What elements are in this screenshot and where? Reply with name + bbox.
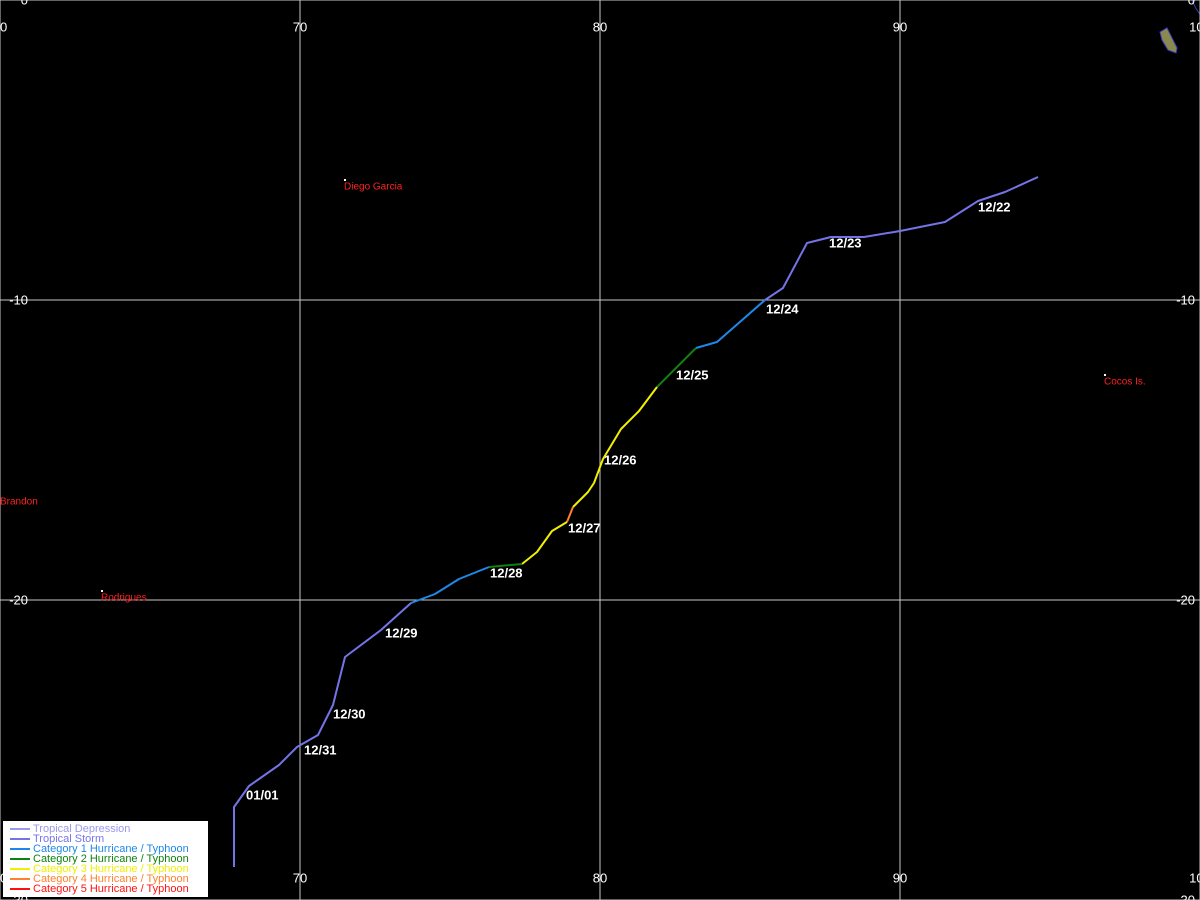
y-tick-label: -10 bbox=[9, 292, 28, 307]
track-segment bbox=[521, 521, 568, 565]
x-tick-label: 60 bbox=[0, 19, 7, 34]
track-segment bbox=[488, 563, 523, 568]
y-tick-label: -30 bbox=[1176, 892, 1195, 900]
x-tick-label: 80 bbox=[593, 870, 607, 885]
x-tick-label: 100 bbox=[1189, 870, 1200, 885]
x-tick-label: 80 bbox=[593, 19, 607, 34]
date-label: 12/30 bbox=[333, 706, 366, 721]
y-tick-label: 0 bbox=[1188, 0, 1195, 7]
date-label: 12/28 bbox=[490, 565, 523, 580]
place-label: Rodrigues bbox=[101, 593, 147, 604]
legend-label: Category 5 Hurricane / Typhoon bbox=[33, 883, 189, 895]
date-label: 12/25 bbox=[676, 367, 709, 382]
y-tick-label: -10 bbox=[1176, 292, 1195, 307]
date-label: 12/29 bbox=[385, 625, 418, 640]
track-segment bbox=[656, 347, 697, 388]
place-label: Diego Garcia bbox=[344, 182, 403, 193]
legend-label: Category 2 Hurricane / Typhoon bbox=[33, 853, 189, 865]
legend-box bbox=[3, 821, 208, 897]
legend-label: Tropical Depression bbox=[33, 823, 130, 835]
x-tick-label: 70 bbox=[293, 19, 307, 34]
legend-label: Category 1 Hurricane / Typhoon bbox=[33, 843, 189, 855]
date-label: 12/26 bbox=[604, 452, 637, 467]
x-tick-label: 90 bbox=[893, 19, 907, 34]
track-segment bbox=[233, 602, 412, 867]
y-tick-label: -20 bbox=[9, 592, 28, 607]
track-segment bbox=[764, 176, 1039, 301]
date-label: 01/01 bbox=[246, 787, 279, 802]
x-tick-label: 100 bbox=[1189, 19, 1200, 34]
track-segment bbox=[410, 566, 490, 604]
legend-label: Category 3 Hurricane / Typhoon bbox=[33, 863, 189, 875]
date-label: 12/23 bbox=[829, 235, 862, 250]
date-label: 12/27 bbox=[568, 520, 601, 535]
place-label: Brandon bbox=[0, 497, 38, 508]
track bbox=[233, 176, 1039, 867]
island bbox=[1159, 27, 1178, 54]
track-segment bbox=[572, 386, 658, 508]
date-label: 12/22 bbox=[978, 199, 1011, 214]
date-label: 12/24 bbox=[766, 301, 799, 316]
coastline bbox=[1191, 0, 1200, 15]
place-marker bbox=[101, 590, 103, 592]
place-marker bbox=[1104, 374, 1106, 376]
legend-label: Tropical Storm bbox=[33, 833, 104, 845]
track-segment bbox=[566, 506, 574, 523]
date-label: 12/31 bbox=[304, 742, 337, 757]
track-segment bbox=[695, 299, 766, 349]
x-tick-label: 90 bbox=[893, 870, 907, 885]
labels: 12/22 12/23 12/24 12/25 12/26 12/27 12/28 12/29… bbox=[0, 179, 1146, 802]
place-marker bbox=[344, 179, 346, 181]
place-label: Cocos Is. bbox=[1104, 377, 1146, 388]
legend-label: Category 4 Hurricane / Typhoon bbox=[33, 873, 189, 885]
y-tick-label: 0 bbox=[21, 0, 28, 7]
x-tick-label: 70 bbox=[293, 870, 307, 885]
y-tick-label: -20 bbox=[1176, 592, 1195, 607]
